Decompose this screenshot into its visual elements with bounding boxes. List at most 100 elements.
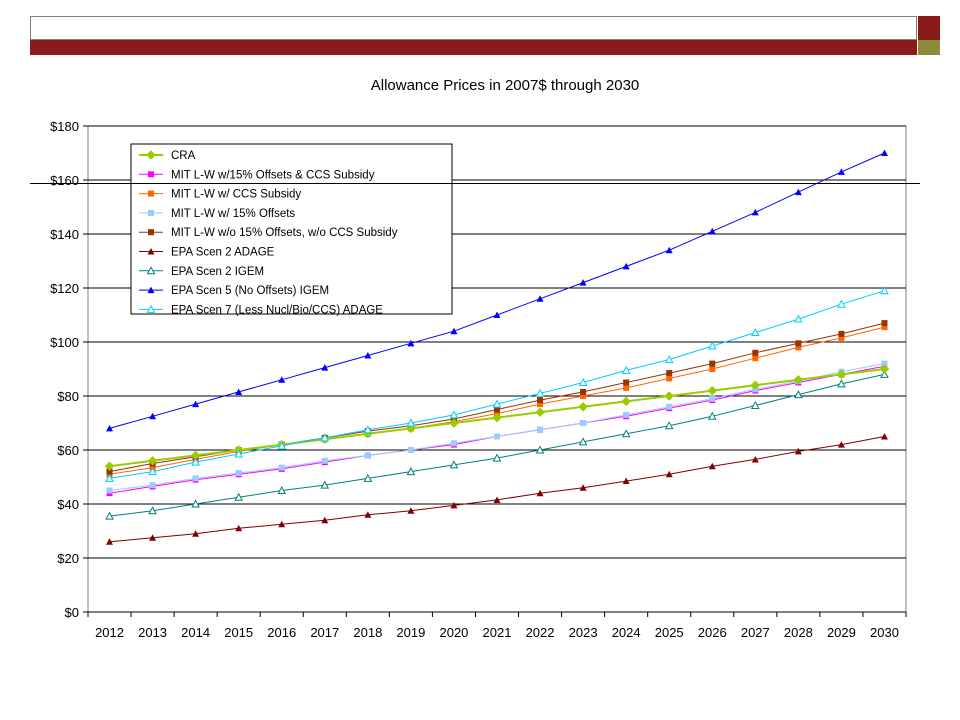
data-point [192, 475, 199, 482]
data-point [407, 507, 415, 514]
data-point [881, 360, 888, 367]
chart-title: Allowance Prices in 2007$ through 2030 [371, 77, 640, 94]
data-point [364, 452, 371, 459]
data-point [191, 457, 200, 466]
y-tick-label: $40 [57, 497, 79, 512]
data-point [149, 412, 157, 420]
data-point [536, 295, 544, 302]
y-tick-label: $80 [57, 389, 79, 404]
data-point [492, 412, 502, 423]
legend-item: EPA Scen 2 IGEM [139, 266, 264, 278]
data-point [666, 403, 673, 410]
data-point [234, 449, 244, 458]
legend-item: EPA Scen 5 (No Offsets) IGEM [139, 285, 329, 297]
data-point [708, 227, 716, 235]
x-tick-label: 2021 [483, 625, 512, 640]
data-point [494, 406, 500, 413]
data-point [493, 311, 501, 318]
data-point [881, 320, 888, 327]
data-point [407, 339, 415, 347]
data-point [278, 376, 286, 383]
data-point [364, 352, 372, 359]
legend-item: MIT L-W w/o 15% Offsets, w/o CCS Subsidy [139, 227, 398, 239]
y-tick-label: $180 [50, 119, 79, 134]
data-point [147, 455, 158, 466]
y-tick-label: $60 [57, 443, 79, 458]
x-tick-label: 2026 [698, 625, 727, 640]
data-point [580, 420, 587, 426]
data-point [449, 418, 459, 428]
data-point [535, 445, 545, 454]
x-tick-label: 2017 [310, 625, 339, 640]
data-point [234, 492, 244, 501]
data-point [321, 516, 329, 524]
data-point [235, 469, 242, 476]
data-point [622, 262, 630, 270]
data-point [192, 530, 200, 537]
x-tick-label: 2016 [267, 625, 296, 640]
legend-swatch-marker [146, 150, 156, 160]
data-point [580, 393, 587, 399]
data-point [837, 168, 845, 175]
legend-label: CRA [171, 150, 196, 162]
data-point [707, 385, 718, 396]
x-tick-label: 2014 [181, 625, 210, 640]
data-point [665, 470, 673, 478]
x-tick-label: 2029 [827, 625, 856, 640]
data-point [622, 477, 630, 485]
data-point [106, 424, 114, 432]
gridlines [88, 125, 906, 613]
data-point [578, 437, 588, 446]
data-point [751, 208, 759, 216]
data-point [665, 246, 673, 254]
series-5 [106, 433, 888, 545]
data-point [149, 482, 156, 489]
data-point [752, 355, 759, 362]
legend-label: EPA Scen 7 (Less Nucl/Bio/CCS) ADAGE [171, 304, 383, 316]
series-7 [106, 149, 888, 432]
y-axis-ticks: $0 $20 $40 $60 $80 $100 $120 $140 $160 $180 [50, 119, 88, 620]
data-point [750, 400, 760, 409]
legend-label: MIT L-W w/ 15% Offsets [171, 208, 295, 220]
data-point [793, 374, 804, 385]
data-point [580, 388, 587, 395]
data-point [664, 354, 674, 364]
data-point [363, 473, 373, 482]
data-point [664, 391, 675, 401]
data-point [536, 489, 544, 497]
data-point [751, 455, 759, 463]
y-tick-label: $160 [50, 173, 79, 188]
data-point [837, 441, 845, 448]
data-point [277, 485, 287, 494]
x-axis-ticks: 2012 2013 2014 2015 2016 2017 2018 2019 2020 2021… [87, 612, 907, 640]
series-6 [105, 369, 889, 520]
data-point [105, 511, 114, 520]
data-point [537, 401, 544, 408]
data-point [838, 334, 845, 341]
data-point [191, 499, 200, 508]
data-point [794, 314, 803, 323]
data-point [535, 388, 545, 397]
legend-swatch-marker [147, 286, 155, 294]
data-point [752, 349, 759, 356]
legend-item: CRA [139, 150, 196, 162]
x-tick-label: 2024 [612, 625, 641, 640]
legend-swatch-marker [148, 190, 154, 197]
data-point [836, 369, 847, 380]
data-point [149, 534, 157, 541]
data-point [492, 453, 502, 462]
data-point [623, 379, 630, 386]
legend: CRA MIT L-W w/15% Offsets & CCS Subsidy MI… [130, 143, 453, 316]
y-tick-label: $20 [57, 551, 79, 566]
data-point [105, 473, 114, 482]
x-tick-label: 2013 [138, 625, 167, 640]
data-point [106, 538, 114, 545]
x-tick-label: 2025 [655, 625, 684, 640]
y-tick-label: $140 [50, 227, 79, 242]
data-point [492, 399, 502, 408]
legend-label: MIT L-W w/o 15% Offsets, w/o CCS Subsidy [171, 227, 398, 239]
data-point [666, 375, 673, 382]
data-point [880, 433, 888, 440]
x-tick-label: 2018 [353, 625, 382, 640]
